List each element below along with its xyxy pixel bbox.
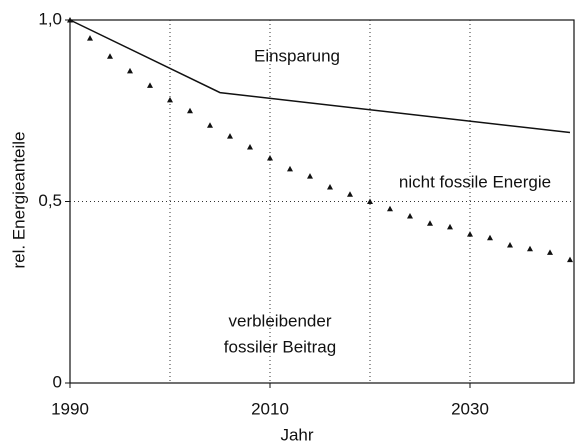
triangle-marker — [567, 256, 573, 263]
y-tick-label: 1,0 — [38, 9, 62, 28]
triangle-marker — [307, 173, 313, 179]
triangle-marker — [147, 82, 153, 88]
triangle-marker — [227, 133, 233, 139]
triangle-marker — [187, 107, 193, 114]
triangle-marker — [107, 53, 113, 59]
triangle-marker — [367, 198, 373, 204]
triangle-marker — [387, 205, 393, 212]
triangle-marker — [267, 154, 273, 161]
x-tick-label: 2010 — [251, 399, 289, 418]
line — [69, 19, 571, 134]
triangle-marker — [247, 144, 253, 150]
triangle-marker — [127, 67, 133, 74]
triangle-marker — [167, 96, 173, 103]
triangle-marker — [547, 249, 553, 255]
triangle-marker — [427, 220, 433, 226]
x-axis-label: Jahr — [280, 425, 313, 444]
triangle-marker — [67, 17, 73, 23]
x-tick-label: 1990 — [51, 399, 89, 418]
triangle-marker — [327, 183, 333, 190]
triangle-marker — [207, 122, 213, 128]
annotation: Einsparung — [254, 46, 340, 65]
triangle-marker — [507, 242, 513, 248]
triangle-marker — [407, 213, 413, 219]
triangle-marker — [447, 223, 453, 230]
x-tick-label: 2030 — [451, 399, 489, 418]
triangle-marker — [287, 165, 293, 172]
y-tick-label: 0 — [53, 372, 62, 391]
y-tick-label: 0,5 — [38, 191, 62, 210]
annotation: verbleibender — [228, 311, 331, 330]
triangle-marker — [527, 245, 533, 252]
triangle-marker — [347, 191, 353, 197]
y-axis-label: rel. Energieanteile — [9, 131, 28, 268]
triangle-marker — [87, 35, 93, 41]
triangle-marker — [467, 231, 473, 237]
triangle-marker — [487, 234, 493, 241]
annotation: fossiler Beitrag — [224, 337, 336, 356]
annotation: nicht fossile Energie — [399, 172, 551, 191]
